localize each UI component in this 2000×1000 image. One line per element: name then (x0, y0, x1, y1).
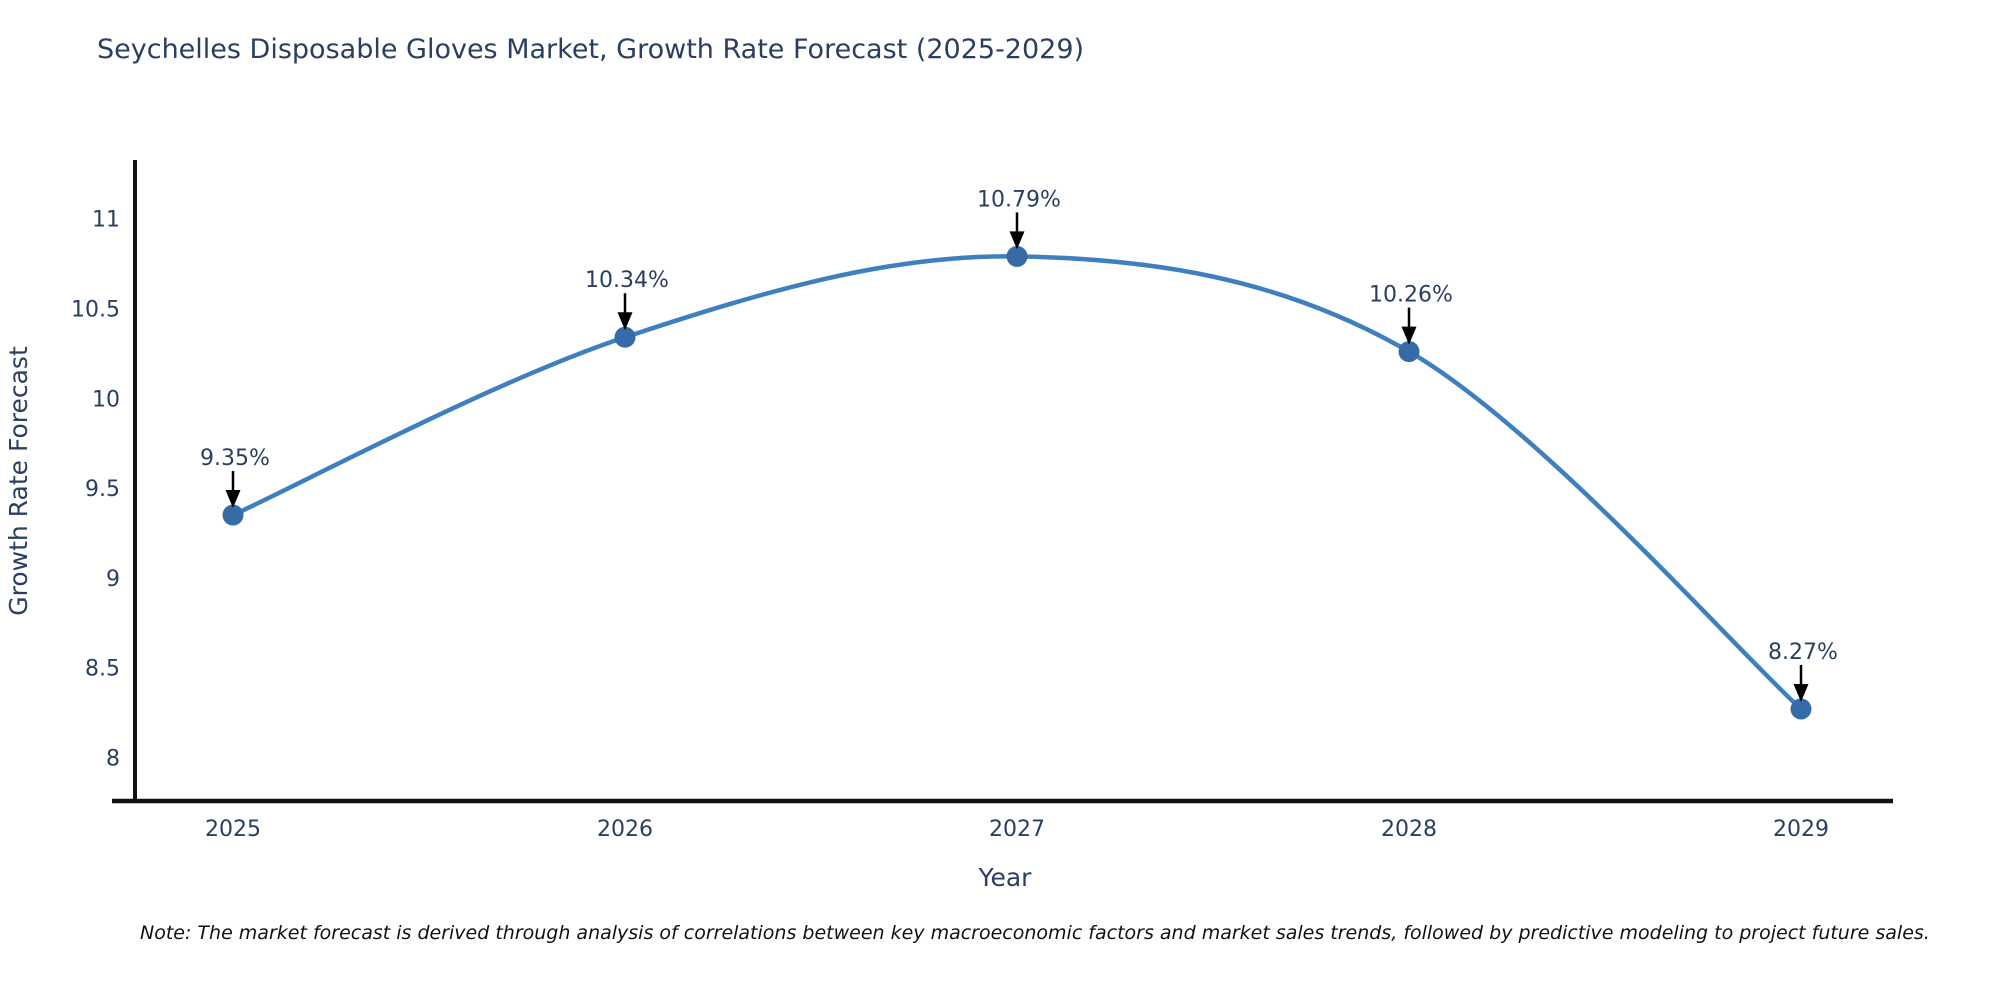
y-tick-label: 9.5 (85, 477, 120, 502)
data-point-marker (1398, 341, 1420, 363)
annotation-arrowhead (225, 490, 241, 509)
point-annotation-label: 10.79% (977, 187, 1061, 212)
y-tick-label: 8 (106, 747, 120, 772)
annotation-arrowhead (1009, 231, 1025, 250)
point-annotation-label: 8.27% (1768, 640, 1838, 665)
data-point-marker (1790, 698, 1812, 720)
y-tick-label: 10 (92, 387, 120, 412)
data-point-marker (1006, 245, 1028, 267)
x-tick-label: 2026 (597, 817, 653, 842)
forecast-line (230, 254, 1804, 712)
point-annotation-label: 10.34% (585, 268, 669, 293)
x-tick-label: 2028 (1381, 817, 1437, 842)
y-tick-label: 9 (106, 567, 120, 592)
x-tick-label: 2025 (205, 817, 261, 842)
chart-title: Seychelles Disposable Gloves Market, Gro… (97, 34, 1085, 65)
y-tick-label: 11 (92, 208, 120, 233)
x-tick-label: 2027 (989, 817, 1045, 842)
annotation-arrowhead (1793, 684, 1809, 703)
point-annotation-label: 10.26% (1369, 283, 1453, 308)
annotation-arrowhead (617, 312, 633, 331)
y-tick-label: 10.5 (71, 298, 120, 323)
footnote: Note: The market forecast is derived thr… (140, 922, 1930, 944)
y-tick-label: 8.5 (85, 657, 120, 682)
data-point-marker (614, 326, 636, 348)
data-point-marker (222, 504, 244, 526)
x-axis-title: Year (978, 863, 1033, 892)
annotation-arrowhead (1401, 326, 1417, 345)
y-axis-title: Growth Rate Forecast (4, 346, 33, 616)
x-tick-label: 2029 (1773, 817, 1829, 842)
point-annotation-label: 9.35% (200, 446, 270, 471)
